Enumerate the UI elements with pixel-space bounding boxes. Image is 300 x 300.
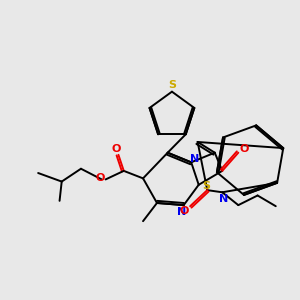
Text: S: S <box>168 80 176 90</box>
Text: S: S <box>203 182 211 191</box>
Text: N: N <box>178 207 187 217</box>
Text: O: O <box>111 144 121 154</box>
Text: O: O <box>95 173 104 183</box>
Text: O: O <box>239 144 249 154</box>
Text: O: O <box>180 206 189 216</box>
Text: N: N <box>219 194 229 204</box>
Text: N: N <box>190 154 199 164</box>
